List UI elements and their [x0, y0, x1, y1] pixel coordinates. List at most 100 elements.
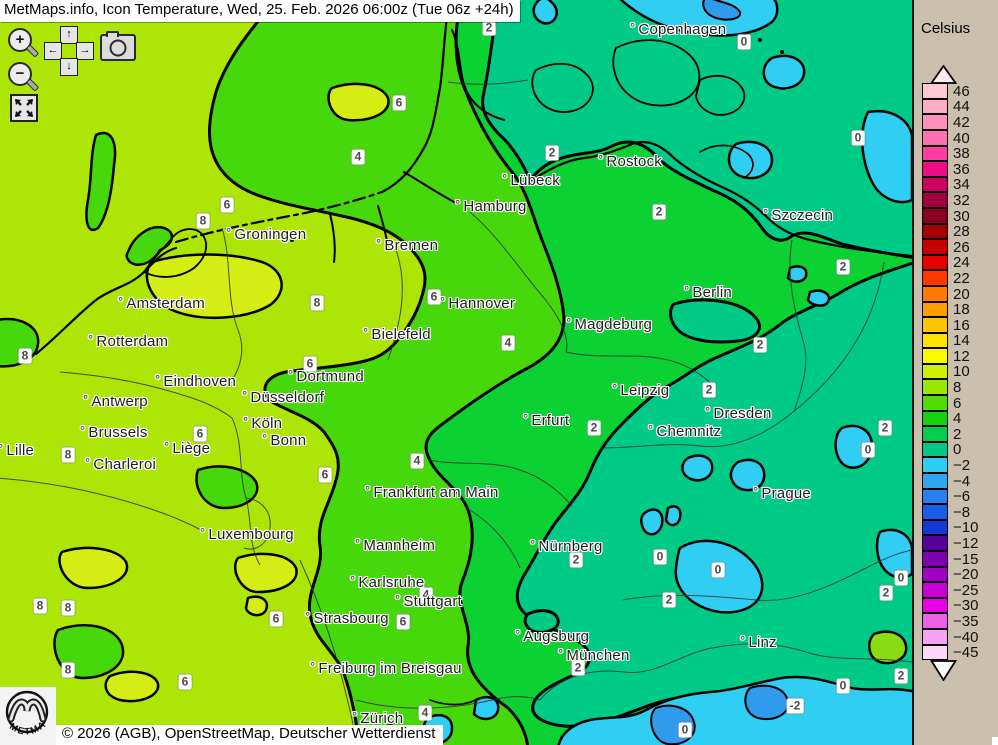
legend-swatch: [922, 145, 948, 162]
legend-swatch: [922, 566, 948, 583]
legend-swatch: [922, 270, 948, 286]
legend-entry: 8: [922, 379, 978, 396]
zoom-out-button[interactable]: −: [8, 62, 32, 86]
legend-value: 34: [953, 176, 970, 194]
legend-entry: −30: [922, 597, 979, 615]
legend-swatch: [922, 379, 948, 396]
map-title-bar: MetMaps.info, Icon Temperature, Wed, 25.…: [0, 0, 520, 22]
pan-down-button[interactable]: ↓: [60, 58, 78, 76]
legend-entry: 0: [922, 441, 978, 459]
legend-swatch: [922, 285, 948, 302]
legend-arrow-up: [930, 65, 957, 84]
legend-entry: 46: [922, 83, 978, 100]
legend-entry: 24: [922, 254, 978, 272]
legend-entry: −25: [922, 581, 979, 599]
legend-value: −8: [953, 503, 971, 521]
legend-entry: −4: [922, 473, 978, 490]
pan-right-button[interactable]: →: [76, 42, 94, 60]
legend-entry: 42: [922, 114, 978, 131]
legend-swatch: [922, 192, 948, 208]
legend-value: 10: [953, 363, 970, 381]
legend-entry: 6: [922, 395, 978, 412]
legend-value: −12: [953, 535, 979, 553]
legend-swatch: [922, 644, 948, 661]
legend-value: −45: [953, 644, 979, 662]
legend-swatch: [922, 426, 948, 442]
legend-value: 30: [953, 207, 970, 225]
coastlines: [34, 0, 912, 729]
legend-entry: 40: [922, 129, 978, 147]
fullscreen-icon: [15, 99, 33, 117]
legend-value: −40: [953, 628, 979, 646]
legend-entry: 18: [922, 301, 978, 318]
legend-swatch: [922, 473, 948, 489]
pan-up-button[interactable]: ↑: [60, 26, 78, 44]
legend-swatch: [922, 457, 948, 474]
legend-entry: −20: [922, 566, 979, 584]
legend-swatch: [922, 628, 948, 645]
legend-entry: 36: [922, 160, 978, 178]
legend-value: −20: [953, 566, 979, 584]
legend-value: −25: [953, 581, 979, 599]
legend-entry: 38: [922, 145, 978, 163]
legend-entry: 10: [922, 363, 978, 381]
legend-swatch: [922, 317, 948, 333]
legend-entry: 30: [922, 207, 978, 225]
temp-band-8-10-pockets: [58, 82, 390, 703]
legend-swatch: [922, 597, 948, 614]
legend-entry: 20: [922, 285, 978, 303]
legend-entry: −15: [922, 551, 978, 568]
legend-swatch: [922, 535, 948, 552]
legend-swatch: [922, 223, 948, 240]
legend-swatch: [922, 363, 948, 380]
legend-swatch: [922, 114, 948, 130]
legend-entry: −35: [922, 613, 978, 630]
pan-left-button[interactable]: ←: [44, 42, 62, 60]
legend-swatch: [922, 254, 948, 271]
legend-entry: 44: [922, 98, 978, 116]
legend-value: 26: [953, 238, 970, 256]
legend-value: 0: [953, 441, 962, 459]
camera-snapshot-button[interactable]: [100, 31, 136, 61]
legend-value: 24: [953, 254, 970, 272]
legend-entry: −40: [922, 628, 979, 646]
legend-title: Celsius: [921, 20, 971, 37]
legend-entry: 14: [922, 332, 978, 350]
legend-swatch: [922, 129, 948, 146]
legend-value: −30: [953, 597, 979, 615]
legend-value: 2: [953, 425, 962, 443]
temperature-map-canvas[interactable]: [0, 0, 912, 745]
legend-swatch: [922, 207, 948, 224]
legend-value: 28: [953, 223, 970, 241]
zoom-in-button[interactable]: +: [8, 28, 32, 52]
legend-value: 4: [953, 410, 962, 428]
legend-swatch: [922, 551, 948, 567]
fullscreen-button[interactable]: [10, 94, 38, 122]
legend-value: 36: [953, 160, 970, 178]
legend-swatch: [922, 83, 948, 99]
legend-entry: −2: [922, 457, 978, 475]
legend-swatch: [922, 98, 948, 115]
legend-swatch: [922, 613, 948, 629]
legend-value: −6: [953, 488, 971, 506]
attribution-bar[interactable]: © 2026 (AGB), OpenStreetMap, Deutscher W…: [56, 725, 444, 745]
metmaps-logo[interactable]: METMAPS: [0, 679, 56, 745]
legend-value: 22: [953, 269, 970, 287]
camera-icon: [106, 31, 119, 37]
pan-pad: ↑ ← → ↓: [44, 26, 94, 76]
metmaps-logo-icon: METMAPS: [0, 679, 49, 738]
temp-band-0-2-north: [481, 0, 912, 259]
legend-value: 14: [953, 332, 970, 350]
legend-arrow-down: [930, 660, 957, 681]
legend-swatch: [922, 395, 948, 411]
legend-value: 38: [953, 145, 970, 163]
legend-value: 16: [953, 316, 970, 334]
legend-value: −2: [953, 457, 971, 475]
legend-swatch: [922, 332, 948, 349]
legend-entry: 34: [922, 176, 978, 194]
legend-swatch: [922, 239, 948, 255]
legend-swatch: [922, 161, 948, 177]
legend-entry: −8: [922, 503, 978, 521]
legend-value: 12: [953, 347, 970, 365]
